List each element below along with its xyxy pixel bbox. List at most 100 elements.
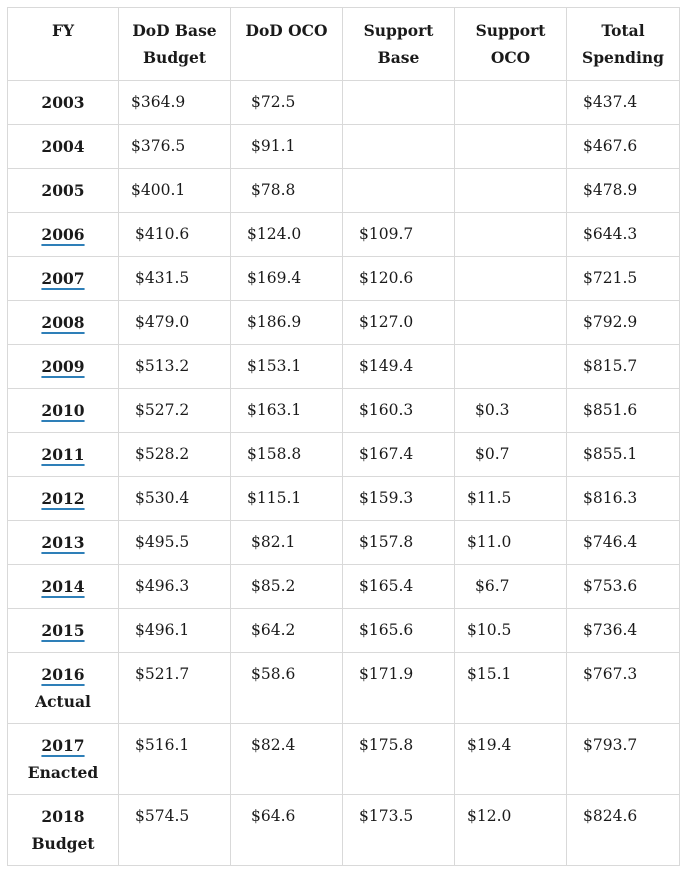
fy-year-link[interactable]: 2006 [41,225,85,244]
fy-cell[interactable]: 2007 [7,256,119,301]
fy-cell[interactable]: 2017 Enacted [7,723,119,795]
dod-oco-cell: $58.6 [230,652,343,724]
header-support-oco: Support OCO [454,7,567,81]
cell-value: $516.1 [135,736,190,754]
cell-value: $400.1 [131,181,186,199]
fy-cell[interactable]: 2013 [7,520,119,565]
cell-value: $824.6 [583,807,638,825]
support-oco-cell: $19.4 [454,723,567,795]
support-base-cell [342,80,455,125]
fy-cell[interactable]: 2016 Actual [7,652,119,724]
total-spending-cell: $793.7 [566,723,680,795]
total-spending-cell: $467.6 [566,124,680,169]
cell-value: $82.1 [251,533,296,551]
support-oco-cell: $11.5 [454,476,567,521]
cell-value: $495.5 [135,533,190,551]
fy-year-link[interactable]: 2014 [41,577,85,596]
fy-year-link[interactable]: 2017 [41,736,85,755]
fy-cell[interactable]: 2006 [7,212,119,257]
fy-cell[interactable]: 2010 [7,388,119,433]
fy-year: 2018 [41,807,85,826]
dod-base-cell: $513.2 [118,344,231,389]
dod-oco-cell: $64.2 [230,608,343,653]
total-spending-cell: $736.4 [566,608,680,653]
cell-value: $528.2 [135,445,190,463]
fy-year: 2005 [41,181,85,200]
fy-cell[interactable]: 2014 [7,564,119,609]
header-total-spending: Total Spending [566,7,680,81]
table-row: 2007 $431.5 $169.4 $120.6 $721.5 [7,256,680,301]
cell-value: $115.1 [247,489,302,507]
cell-value: $746.4 [583,533,638,551]
dod-base-cell: $516.1 [118,723,231,795]
fy-cell[interactable]: 2011 [7,432,119,477]
support-base-cell: $175.8 [342,723,455,795]
fy-year-link[interactable]: 2010 [41,401,85,420]
cell-value: $124.0 [247,225,302,243]
support-oco-cell: $0.3 [454,388,567,433]
defense-spending-table: FY DoD Base Budget DoD OCO Support Base … [7,7,680,866]
fy-cell[interactable]: 2008 [7,300,119,345]
cell-value: $364.9 [131,93,186,111]
fy-cell[interactable]: 2012 [7,476,119,521]
fy-cell[interactable]: 2015 [7,608,119,653]
dod-oco-cell: $82.1 [230,520,343,565]
spending-table-container: FY DoD Base Budget DoD OCO Support Base … [7,7,680,866]
fy-cell: 2005 [7,168,119,213]
fy-year-link[interactable]: 2011 [41,445,85,464]
cell-value: $64.2 [251,621,296,639]
cell-value: $64.6 [251,807,296,825]
support-oco-cell: $10.5 [454,608,567,653]
cell-value: $410.6 [135,225,190,243]
fy-status-label: Enacted [27,763,99,782]
cell-value: $109.7 [359,225,414,243]
fy-status-label: Budget [31,834,95,853]
cell-value: $792.9 [583,313,638,331]
support-base-cell: $120.6 [342,256,455,301]
support-base-cell: $160.3 [342,388,455,433]
cell-value: $171.9 [359,665,414,683]
total-spending-cell: $767.3 [566,652,680,724]
dod-oco-cell: $82.4 [230,723,343,795]
support-base-cell: $165.6 [342,608,455,653]
dod-base-cell: $496.3 [118,564,231,609]
header-support-base: Support Base [342,7,455,81]
cell-value: $160.3 [359,401,414,419]
fy-year-link[interactable]: 2007 [41,269,85,288]
cell-value: $6.7 [475,577,510,595]
support-base-cell: $149.4 [342,344,455,389]
fy-cell[interactable]: 2009 [7,344,119,389]
fy-year-link[interactable]: 2009 [41,357,85,376]
total-spending-cell: $855.1 [566,432,680,477]
fy-year-link[interactable]: 2013 [41,533,85,552]
cell-value: $644.3 [583,225,638,243]
cell-value: $527.2 [135,401,190,419]
cell-value: $496.3 [135,577,190,595]
cell-value: $816.3 [583,489,638,507]
dod-oco-cell: $72.5 [230,80,343,125]
cell-value: $120.6 [359,269,414,287]
fy-year-link[interactable]: 2008 [41,313,85,332]
support-base-cell [342,124,455,169]
total-spending-cell: $824.6 [566,794,680,866]
total-spending-cell: $851.6 [566,388,680,433]
support-base-cell [342,168,455,213]
dod-oco-cell: $85.2 [230,564,343,609]
fy-year-link[interactable]: 2015 [41,621,85,640]
cell-value: $0.3 [475,401,510,419]
support-base-cell: $173.5 [342,794,455,866]
table-row: 2017 Enacted $516.1 $82.4 $175.8 $19.4 $793.7 [7,723,680,795]
cell-value: $165.4 [359,577,414,595]
cell-value: $530.4 [135,489,190,507]
table-row: 2013 $495.5 $82.1 $157.8 $11.0 $746.4 [7,520,680,565]
fy-year-link[interactable]: 2012 [41,489,85,508]
dod-oco-cell: $186.9 [230,300,343,345]
fy-status-label: Actual [35,692,91,711]
cell-value: $11.5 [467,489,512,507]
fy-year-link[interactable]: 2016 [41,665,85,684]
support-base-cell: $127.0 [342,300,455,345]
header-dod-oco: DoD OCO [230,7,343,81]
support-base-cell: $157.8 [342,520,455,565]
cell-value: $169.4 [247,269,302,287]
dod-base-cell: $376.5 [118,124,231,169]
